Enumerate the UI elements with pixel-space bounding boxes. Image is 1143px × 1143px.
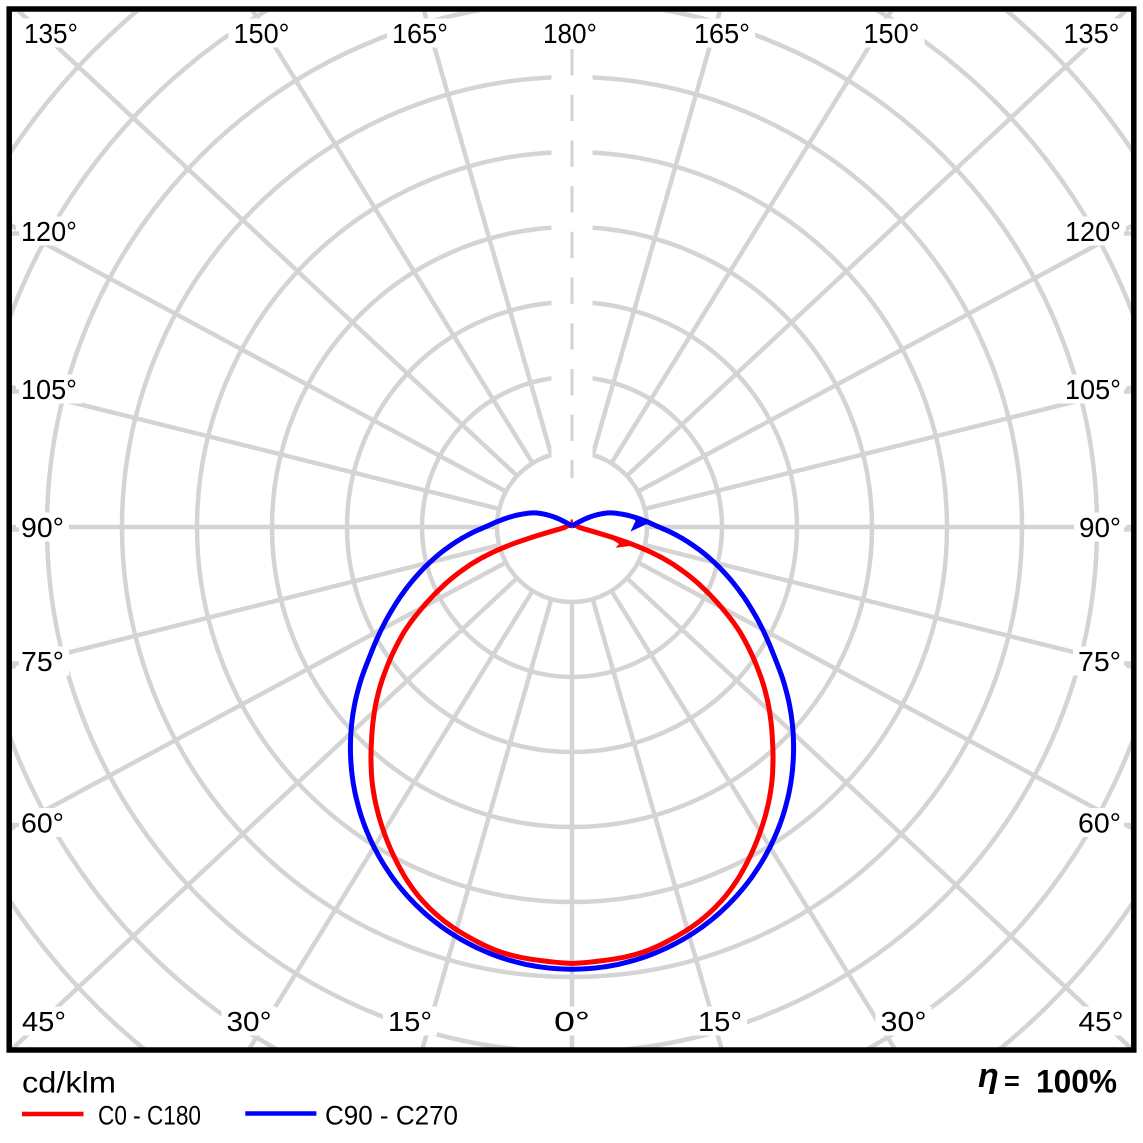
svg-text:120°: 120° [21,216,77,247]
svg-text:90°: 90° [1079,512,1121,543]
svg-text:120°: 120° [1065,216,1121,247]
svg-text:165°: 165° [694,18,750,49]
svg-text:η: η [978,1057,999,1095]
svg-text:30°: 30° [881,1006,927,1037]
svg-text:135°: 135° [1064,18,1120,49]
svg-text:0°: 0° [554,1006,590,1037]
svg-text:C0 - C180: C0 - C180 [98,1101,201,1131]
svg-text:15°: 15° [388,1006,432,1037]
svg-text:90°: 90° [21,512,64,543]
svg-text:C90 - C270: C90 - C270 [325,1101,458,1131]
svg-text:135°: 135° [24,18,78,49]
svg-text:60°: 60° [21,807,64,838]
svg-text:150°: 150° [234,18,290,49]
svg-text:180°: 180° [543,18,597,49]
svg-text:100%: 100% [1036,1064,1117,1100]
svg-text:165°: 165° [392,18,448,49]
svg-text:=: = [1004,1066,1020,1096]
svg-text:150°: 150° [864,18,920,49]
svg-text:cd/klm: cd/klm [22,1067,116,1100]
svg-text:45°: 45° [22,1006,66,1037]
svg-text:75°: 75° [1078,646,1121,677]
svg-text:15°: 15° [698,1006,742,1037]
svg-text:105°: 105° [1065,374,1121,405]
svg-text:105°: 105° [21,374,77,405]
svg-text:30°: 30° [227,1006,272,1037]
svg-text:60°: 60° [1078,807,1121,838]
svg-text:45°: 45° [1079,1006,1124,1037]
svg-text:75°: 75° [21,646,64,677]
